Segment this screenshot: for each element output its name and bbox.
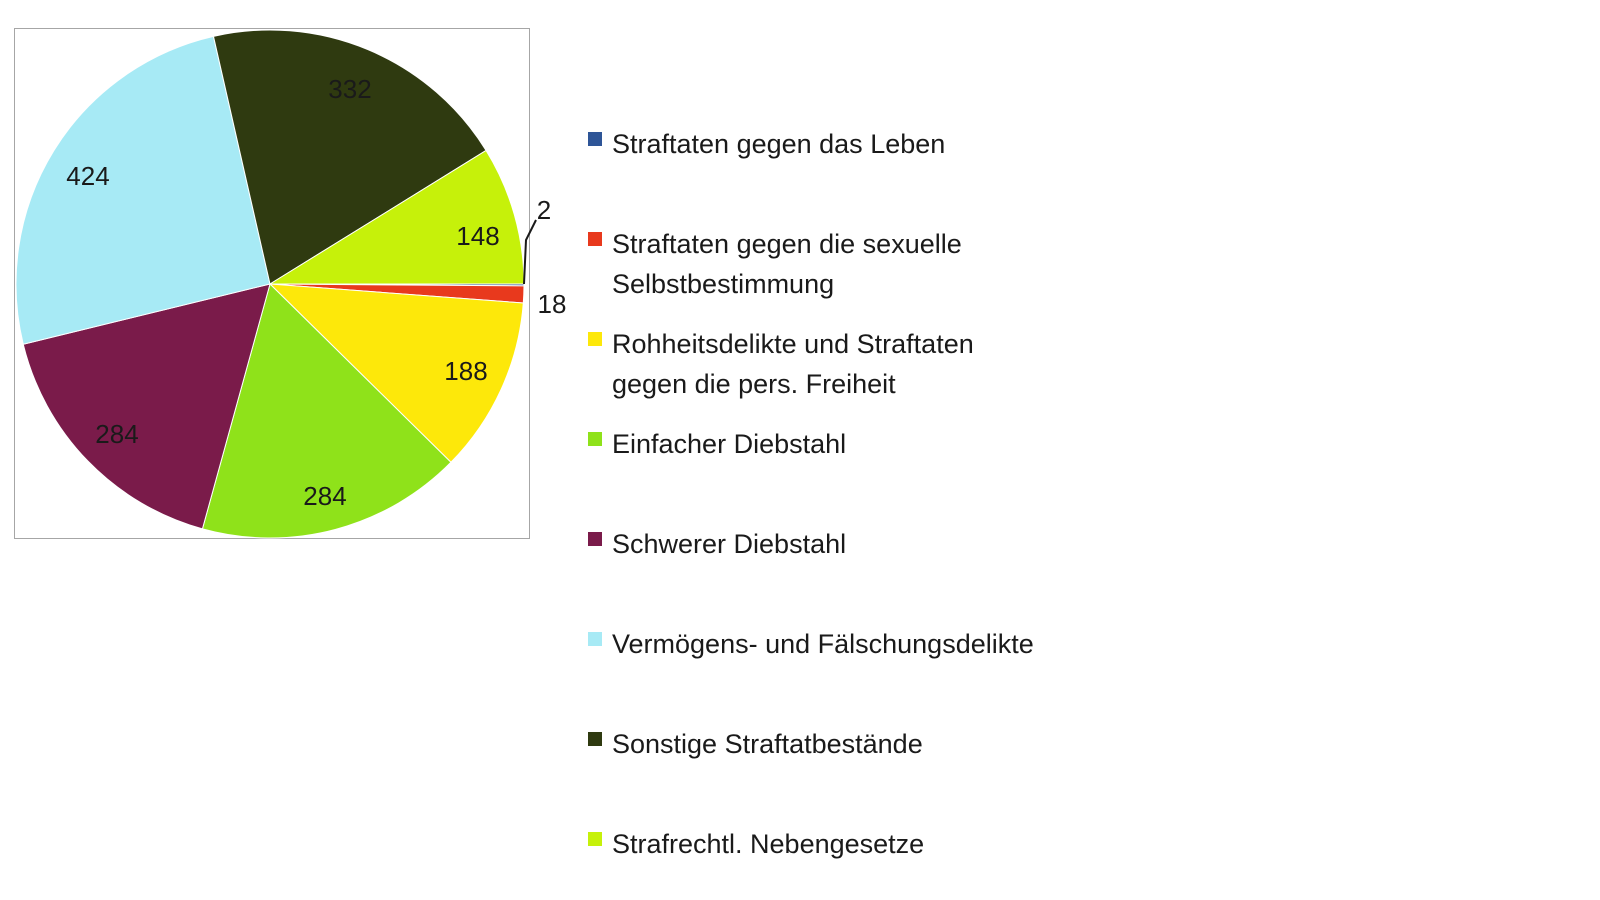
- legend-item: Straftaten gegen die sexuelle Selbstbest…: [588, 224, 1052, 304]
- legend: Straftaten gegen das Leben Straftaten geg…: [588, 0, 1588, 900]
- legend-item: Einfacher Diebstahl: [588, 424, 846, 464]
- data-label: 18: [538, 289, 567, 319]
- legend-item: Vermögens- und Fälschungsdelikte: [588, 624, 1034, 664]
- legend-swatch: [588, 732, 602, 746]
- legend-item: Straftaten gegen das Leben: [588, 124, 945, 164]
- pie-slice: [201, 283, 452, 539]
- data-label: 332: [328, 74, 371, 104]
- legend-label: Einfacher Diebstahl: [612, 429, 847, 459]
- pie-chart: 2 18 188 284 284 424 332 148: [15, 29, 566, 539]
- data-label: 284: [95, 419, 138, 449]
- legend-swatch: [588, 332, 602, 346]
- data-label: 188: [444, 356, 487, 386]
- pie-slice: [268, 283, 524, 463]
- legend-swatch: [588, 632, 602, 646]
- pie-slice: [212, 29, 487, 285]
- data-label: 148: [456, 221, 499, 251]
- legend-swatch: [588, 432, 602, 446]
- leader-line: [523, 219, 537, 285]
- data-label: 284: [303, 481, 346, 511]
- legend-label: Vermögens- und Fälschungsdelikte: [612, 629, 1034, 659]
- data-label: 424: [66, 161, 109, 191]
- legend-swatch: [588, 532, 602, 546]
- legend-item: Sonstige Straftatbestände: [588, 724, 923, 764]
- legend-label: Schwerer Diebstahl: [612, 529, 847, 559]
- legend-label: Sonstige Straftatbestände: [612, 729, 923, 759]
- legend-item: Strafrechtl. Nebengesetze: [588, 824, 924, 864]
- legend-label: Strafrechtl. Nebengesetze: [612, 829, 925, 859]
- legend-swatch: [588, 232, 602, 246]
- legend-label: Straftaten gegen die sexuelle Selbstbest…: [612, 229, 962, 299]
- data-label: 2: [537, 195, 551, 225]
- legend-swatch: [588, 832, 602, 846]
- pie-slice: [15, 35, 271, 345]
- pie-slice: [22, 283, 271, 530]
- legend-label: Straftaten gegen das Leben: [612, 129, 946, 159]
- legend-label: Rohheitsdelikte und Straftaten gegen die…: [612, 329, 974, 399]
- legend-item: Rohheitsdelikte und Straftaten gegen die…: [588, 324, 1052, 404]
- legend-swatch: [588, 132, 602, 146]
- legend-item: Schwerer Diebstahl: [588, 524, 846, 564]
